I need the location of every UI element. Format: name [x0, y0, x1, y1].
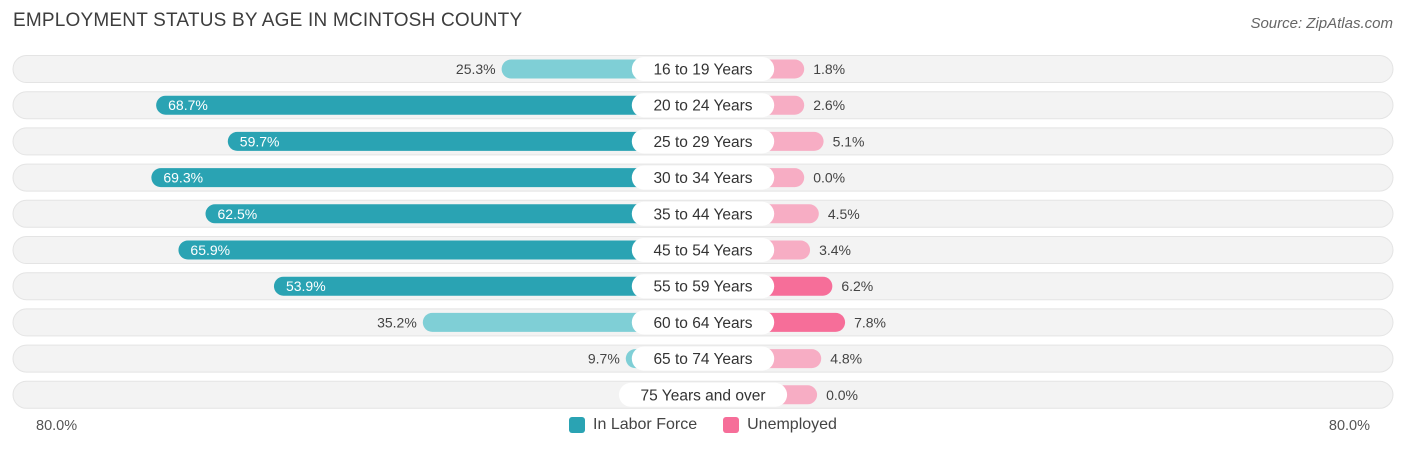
- labor-bar: [178, 240, 703, 260]
- legend-item-labor[interactable]: In Labor Force: [569, 416, 697, 434]
- legend-label-labor: In Labor Force: [593, 416, 698, 433]
- legend: In Labor Force Unemployed: [0, 416, 1406, 434]
- unemployed-value-label: 6.2%: [841, 278, 873, 294]
- category-label-pill: [618, 382, 788, 407]
- unemployed-value-label: 4.5%: [828, 206, 860, 222]
- category-label: 20 to 24 Years: [653, 98, 752, 115]
- chart-area: 25.3% 1.8% 16 to 19 Years 68.7% 2.6% 20 to 24…: [12, 55, 1394, 409]
- category-label-pill: [631, 346, 775, 371]
- legend-label-unemployed: Unemployed: [747, 416, 837, 433]
- category-label-pill: [631, 310, 775, 335]
- category-label: 75 Years and over: [641, 387, 766, 404]
- labor-value-label: 59.7%: [240, 133, 280, 149]
- unemployed-swatch-icon: [723, 417, 740, 433]
- unemployed-value-label: 4.8%: [830, 351, 862, 367]
- labor-value-label: 62.5%: [218, 206, 258, 222]
- unemployed-value-label: 0.0%: [826, 387, 858, 403]
- labor-value-label: 53.9%: [286, 278, 326, 294]
- unemployed-value-label: 0.0%: [813, 170, 845, 186]
- unemployed-value-label: 7.8%: [854, 314, 886, 330]
- category-label: 55 to 59 Years: [653, 279, 752, 296]
- labor-bar: [205, 204, 703, 224]
- labor-bar: [156, 95, 703, 115]
- category-label-pill: [631, 238, 775, 262]
- category-label: 25 to 29 Years: [653, 134, 752, 151]
- unemployed-value-label: 1.8%: [813, 61, 845, 77]
- category-label: 65 to 74 Years: [653, 351, 752, 368]
- labor-value-label: 35.2%: [377, 314, 417, 330]
- labor-value-label: 68.7%: [168, 97, 208, 113]
- labor-bar: [227, 131, 703, 151]
- category-label-pill: [631, 57, 775, 81]
- unemployed-value-label: 5.1%: [833, 133, 865, 149]
- category-label-pill: [631, 93, 775, 118]
- labor-value-label: 65.9%: [190, 242, 230, 258]
- labor-value-label: 69.3%: [163, 170, 203, 186]
- category-label-pill: [631, 165, 775, 190]
- category-label: 30 to 34 Years: [653, 170, 752, 187]
- labor-value-label: 9.7%: [588, 351, 620, 367]
- legend-item-unemployed[interactable]: Unemployed: [723, 416, 837, 434]
- category-label: 45 to 54 Years: [653, 243, 752, 260]
- unemployed-value-label: 2.6%: [813, 97, 845, 113]
- axis-left-label: 80.0%: [36, 418, 78, 434]
- unemployed-value-label: 3.4%: [819, 242, 851, 258]
- category-label: 16 to 19 Years: [653, 62, 752, 79]
- category-label-pill: [631, 129, 775, 154]
- category-label: 35 to 44 Years: [653, 206, 752, 223]
- labor-value-label: 25.3%: [456, 61, 496, 77]
- category-label: 60 to 64 Years: [653, 315, 752, 332]
- source-note: Source: ZipAtlas.com: [1250, 15, 1393, 32]
- labor-bar: [273, 276, 703, 296]
- axis-right-label: 80.0%: [1328, 418, 1370, 434]
- chart-title: EMPLOYMENT STATUS BY AGE IN MCINTOSH COU…: [13, 10, 523, 31]
- category-label-pill: [631, 201, 775, 226]
- labor-swatch-icon: [569, 417, 586, 433]
- category-label-pill: [631, 274, 775, 299]
- labor-bar: [151, 168, 703, 188]
